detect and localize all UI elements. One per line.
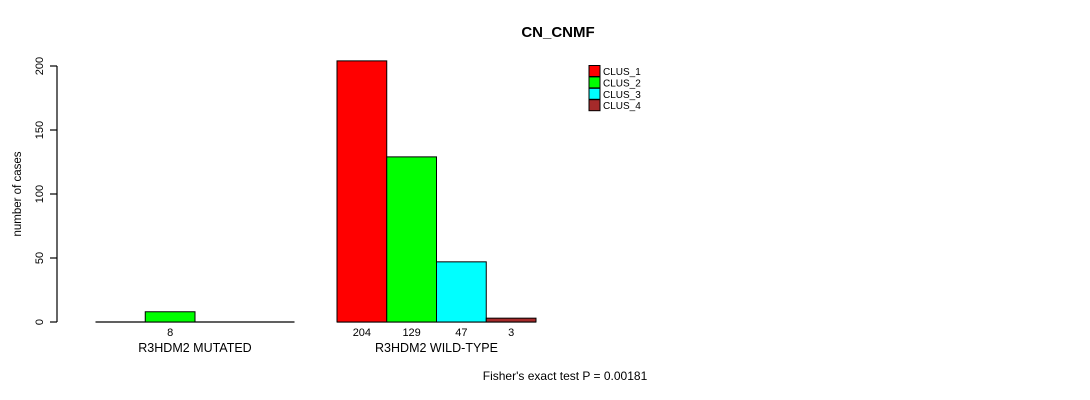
y-axis-tick-label: 100 — [34, 185, 46, 203]
legend-swatch-clus-1 — [588, 65, 601, 77]
y-axis-label: number of cases — [12, 151, 24, 236]
legend-label-clus-4: CLUS_4 — [603, 101, 641, 112]
y-axis-tick-label: 50 — [34, 252, 46, 264]
y-axis-tick-label: 150 — [34, 121, 46, 139]
category-label-r3hdm2-wild-type: R3HDM2 WILD-TYPE — [375, 341, 498, 355]
chart-title: CN_CNMF — [521, 24, 594, 41]
bar-r3hdm2-wild-type-clus-1 — [336, 60, 388, 323]
bar-value-label: 47 — [455, 327, 467, 339]
y-axis-tick-label: 0 — [34, 319, 46, 325]
legend-label-clus-2: CLUS_2 — [603, 78, 641, 89]
legend-swatch-clus-4 — [588, 99, 601, 112]
stat-annotation: Fisher's exact test P = 0.00181 — [483, 369, 648, 383]
bar-value-label: 8 — [167, 327, 173, 339]
category-label-r3hdm2-mutated: R3HDM2 MUTATED — [138, 341, 251, 355]
legend-label-clus-3: CLUS_3 — [603, 90, 641, 101]
y-axis-tick-label: 200 — [34, 57, 46, 75]
bar-r3hdm2-wild-type-clus-4 — [485, 317, 537, 323]
bar-r3hdm2-wild-type-clus-2 — [386, 156, 437, 323]
legend-swatch-clus-3 — [588, 87, 601, 100]
legend-swatch-clus-2 — [588, 76, 601, 89]
bar-value-label: 204 — [353, 327, 371, 339]
bar-r3hdm2-wild-type-clus-3 — [436, 261, 487, 323]
bar-value-label: 3 — [508, 327, 514, 339]
bar-r3hdm2-mutated-clus-2 — [144, 311, 196, 323]
bar-value-label: 129 — [402, 327, 420, 339]
legend-label-clus-1: CLUS_1 — [603, 67, 641, 78]
plot-area: 0 50 100 150 200 8 R3HDM2 MUTATED 204 129 47 3 R3HD… — [34, 57, 641, 355]
